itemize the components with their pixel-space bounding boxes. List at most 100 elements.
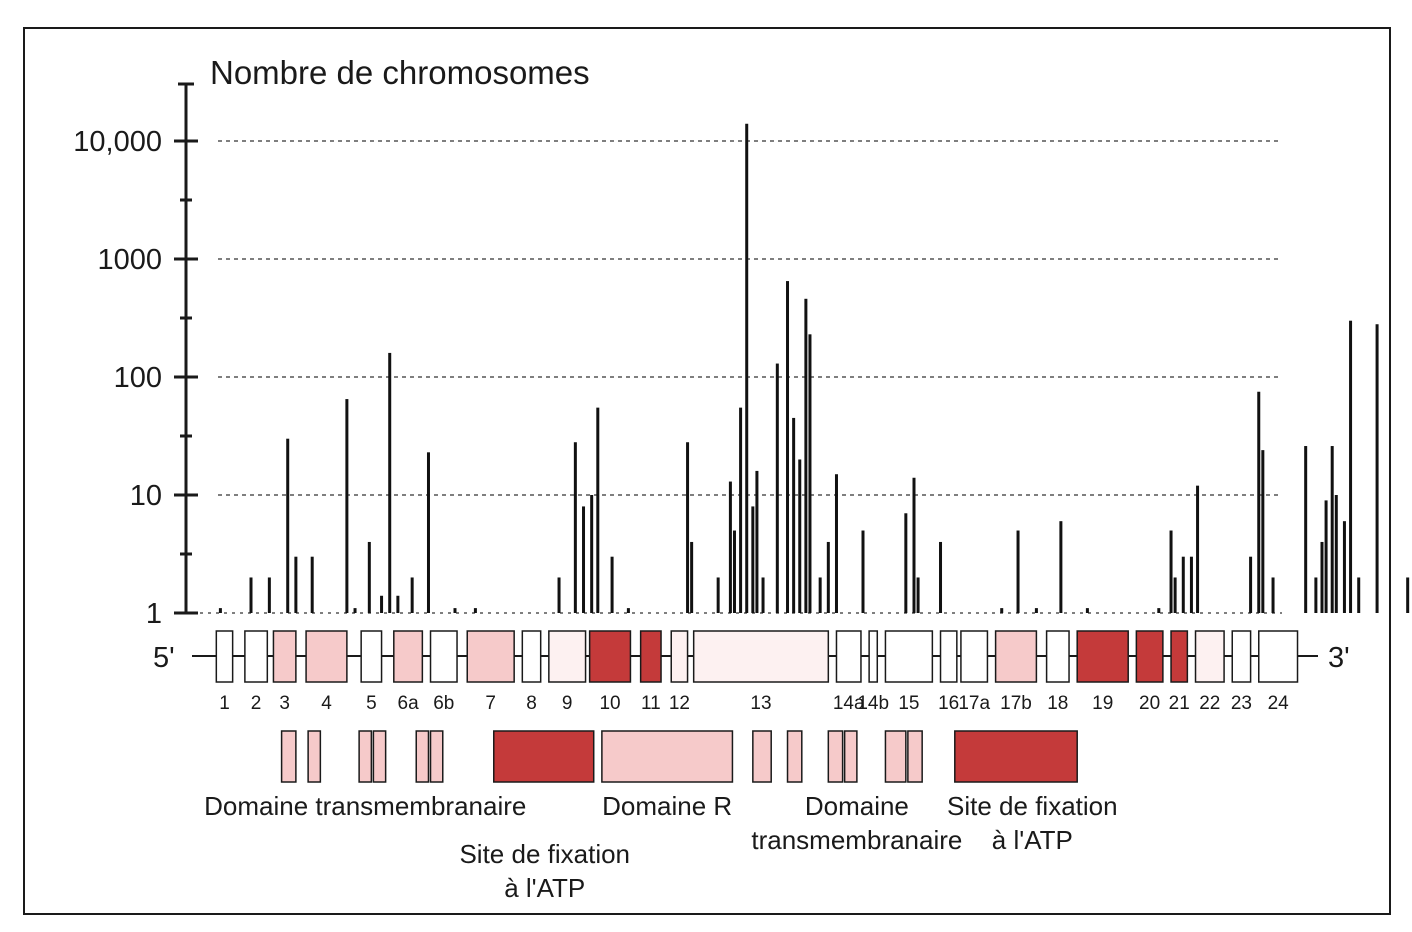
gridlines bbox=[200, 140, 1282, 614]
mutation-bar bbox=[1249, 556, 1253, 613]
mutation-bar bbox=[1271, 577, 1275, 613]
domain-block bbox=[601, 730, 734, 783]
mutation-bar bbox=[1406, 577, 1410, 613]
domain-label: à l'ATP bbox=[504, 873, 585, 903]
exon-box bbox=[960, 630, 989, 683]
mutation-bar bbox=[1375, 324, 1379, 613]
mutation-bar bbox=[728, 481, 732, 613]
mutation-bar bbox=[1000, 608, 1004, 613]
domain-label: Domaine R bbox=[602, 791, 732, 821]
exon-label: 24 bbox=[1268, 693, 1290, 714]
domain-block bbox=[429, 730, 444, 783]
mutation-bar bbox=[1357, 577, 1361, 613]
exon-label: 15 bbox=[898, 693, 919, 714]
mutation-bar bbox=[792, 417, 796, 613]
mutation-bar bbox=[1304, 446, 1308, 613]
mutation-bar bbox=[388, 352, 392, 613]
exon-box bbox=[994, 630, 1038, 683]
protein-domains: Domaine transmembranaire Site de fixation… bbox=[204, 730, 1118, 903]
mutation-bar bbox=[1342, 521, 1346, 613]
domain-block bbox=[954, 730, 1078, 783]
exon-label: 22 bbox=[1199, 693, 1220, 714]
exon-label: 11 bbox=[641, 693, 661, 714]
five-prime-label: 5' bbox=[153, 642, 175, 674]
mutation-bar bbox=[1173, 577, 1177, 613]
mutation-bar bbox=[690, 541, 694, 613]
mutation-bar bbox=[939, 541, 943, 613]
mutation-bar bbox=[751, 506, 755, 613]
exon-label: 20 bbox=[1139, 693, 1160, 714]
mutation-bar bbox=[826, 541, 830, 613]
exon-box bbox=[305, 630, 348, 683]
exon-box bbox=[429, 630, 458, 683]
mutation-bar bbox=[294, 556, 298, 613]
exon-label: 21 bbox=[1169, 693, 1190, 714]
mutation-bar bbox=[1334, 495, 1338, 613]
mutation-bars bbox=[218, 123, 1410, 613]
exon-box bbox=[939, 630, 958, 683]
exon-box bbox=[272, 630, 297, 683]
y-tick-label: 1 bbox=[146, 598, 162, 630]
mutation-bar bbox=[380, 595, 384, 613]
exon-box bbox=[548, 630, 587, 683]
exon-box bbox=[868, 630, 879, 683]
domain-block bbox=[307, 730, 322, 783]
domain-block bbox=[827, 730, 844, 783]
exon-box bbox=[1194, 630, 1225, 683]
exon-label: 5 bbox=[366, 693, 377, 714]
mutation-bar bbox=[1189, 556, 1193, 613]
mutation-bar bbox=[1169, 530, 1173, 613]
domain-block bbox=[493, 730, 595, 783]
mutation-bar bbox=[473, 608, 477, 613]
mutation-bar bbox=[1261, 450, 1265, 613]
mutation-bar bbox=[573, 442, 577, 613]
mutation-bar bbox=[218, 608, 222, 613]
mutation-bar bbox=[310, 556, 314, 613]
exon-box bbox=[244, 630, 269, 683]
domain-block bbox=[280, 730, 297, 783]
y-tick-labels: 1 10 100 1000 10,000 bbox=[73, 126, 162, 630]
mutation-bar bbox=[1349, 320, 1353, 613]
exon-box bbox=[1135, 630, 1164, 683]
mutation-bar bbox=[267, 577, 271, 613]
y-tick-label: 100 bbox=[114, 362, 162, 394]
domain-block bbox=[786, 730, 803, 783]
exon-label: 19 bbox=[1092, 693, 1113, 714]
domain-block bbox=[372, 730, 387, 783]
mutation-bar bbox=[557, 577, 561, 613]
mutation-bar bbox=[1314, 577, 1318, 613]
y-tick-label: 1000 bbox=[97, 244, 162, 276]
exon-box bbox=[588, 630, 632, 683]
mutation-bar bbox=[732, 530, 736, 613]
exon-box bbox=[1231, 630, 1252, 683]
mutation-bar bbox=[1034, 608, 1038, 613]
mutation-bar bbox=[686, 442, 690, 613]
exon-label: 17a bbox=[958, 693, 990, 714]
mutation-bar bbox=[1320, 541, 1324, 613]
mutation-bar bbox=[1181, 556, 1185, 613]
exon-label: 16 bbox=[938, 693, 959, 714]
mutation-bar bbox=[626, 608, 630, 613]
mutation-bar bbox=[861, 530, 865, 613]
domain-block bbox=[358, 730, 373, 783]
exon-box bbox=[692, 630, 830, 683]
mutation-bar bbox=[410, 577, 414, 613]
mutation-bar bbox=[808, 334, 812, 613]
exon-box bbox=[639, 630, 662, 683]
mutation-bar bbox=[590, 495, 594, 613]
exon-label: 23 bbox=[1231, 693, 1252, 714]
exon-label: 17b bbox=[1000, 693, 1032, 714]
mutation-bar bbox=[286, 438, 290, 613]
domain-block bbox=[843, 730, 858, 783]
mutation-bar bbox=[755, 470, 759, 613]
mutation-bar bbox=[761, 577, 765, 613]
mutation-bar bbox=[453, 608, 457, 613]
mutation-bar bbox=[426, 452, 430, 613]
mutation-bar bbox=[610, 556, 614, 613]
mutation-bar bbox=[916, 577, 920, 613]
mutation-bar bbox=[1059, 521, 1063, 613]
domain-label: Domaine transmembranaire bbox=[204, 791, 526, 821]
domain-label: Domaine bbox=[805, 791, 909, 821]
